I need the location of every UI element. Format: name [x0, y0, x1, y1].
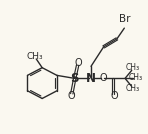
- Text: CH₃: CH₃: [129, 73, 143, 82]
- Text: O: O: [75, 58, 82, 68]
- Text: CH₃: CH₃: [126, 84, 140, 93]
- Text: O: O: [110, 91, 118, 101]
- Text: O: O: [67, 91, 75, 101]
- Text: O: O: [99, 73, 107, 83]
- Text: N: N: [86, 72, 96, 85]
- Text: CH₃: CH₃: [26, 51, 43, 61]
- Text: CH₃: CH₃: [126, 63, 140, 72]
- Text: Br: Br: [119, 14, 130, 24]
- Text: S: S: [70, 72, 79, 85]
